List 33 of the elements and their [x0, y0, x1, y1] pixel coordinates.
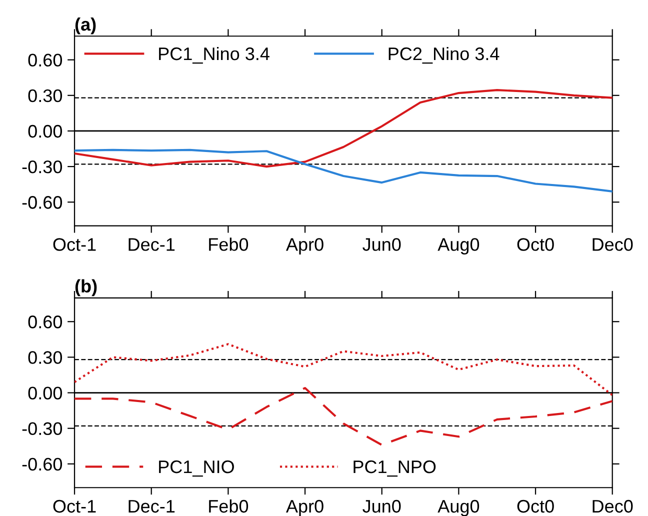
x-tick-label: Dec-1 — [128, 238, 175, 251]
y-tick-label: 0.30 — [28, 89, 62, 102]
y-tick-label: 0.00 — [28, 386, 62, 400]
x-tick-label: Oct-1 — [53, 238, 96, 251]
y-tick-label: -0.30 — [22, 422, 62, 436]
x-tick-label: Jun0 — [362, 500, 401, 513]
legend-label: PC2_Nino 3.4 — [388, 46, 500, 64]
x-tick-label: Feb0 — [209, 499, 248, 513]
x-tick-label: Dec-1 — [128, 500, 175, 513]
y-tick-label: -0.30 — [22, 160, 62, 174]
x-tick-label: Aug0 — [438, 238, 480, 254]
y-tick-label: 0.60 — [28, 54, 62, 67]
x-tick-label: Dec0 — [592, 500, 633, 513]
line-series — [74, 148, 612, 192]
x-tick-label: Oct0 — [517, 500, 554, 513]
x-tick-label: Jun0 — [362, 238, 401, 251]
x-tick-label: Apr0 — [286, 500, 324, 516]
legend-label: PC1_NPO — [354, 460, 436, 477]
x-tick-label: Dec0 — [592, 238, 633, 251]
x-tick-label: Oct-1 — [53, 500, 96, 513]
chart-title: (a) — [75, 17, 96, 34]
x-tick-label: Oct0 — [517, 238, 554, 251]
y-tick-label: -0.60 — [22, 196, 62, 209]
chart-title: (b) — [75, 279, 97, 296]
x-tick-label: Feb0 — [209, 238, 248, 251]
y-tick-label: 0.00 — [28, 124, 62, 138]
legend-label: PC1_NIO — [159, 460, 234, 477]
x-tick-label: Apr0 — [286, 238, 324, 254]
y-tick-label: -0.60 — [22, 458, 62, 471]
y-tick-label: 0.60 — [28, 316, 62, 328]
y-tick-label: 0.30 — [28, 351, 62, 364]
x-tick-label: Aug0 — [438, 500, 480, 516]
legend-label: PC1_Nino 3.4 — [159, 46, 270, 64]
